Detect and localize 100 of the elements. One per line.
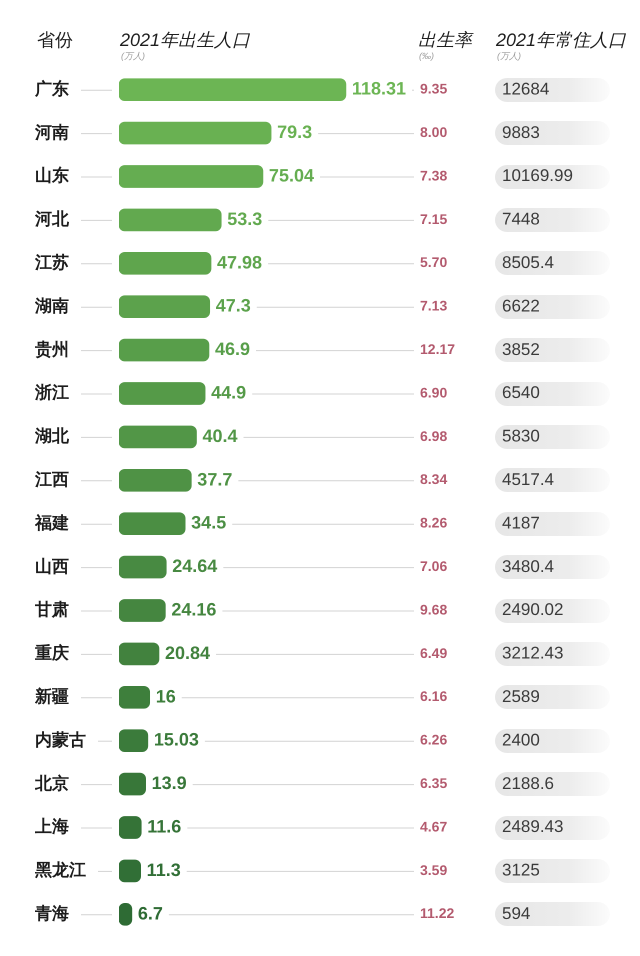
y-tick-label: 贵州 (34, 340, 69, 359)
text: (万人) (497, 51, 521, 62)
data-label: 2589 (502, 686, 540, 706)
data-label: 9.35 (420, 80, 448, 97)
data-label: 2400 (502, 730, 540, 750)
data-label: 3852 (502, 340, 540, 359)
bar (119, 208, 222, 232)
data-label: 37.7 (197, 469, 232, 490)
data-label: 11.22 (420, 905, 454, 922)
data-label: 24.16 (171, 599, 216, 620)
data-label: 6540 (502, 383, 540, 402)
data-label: 44.9 (211, 382, 246, 402)
bar (119, 599, 166, 622)
data-label: 4187 (502, 513, 540, 532)
data-label: 7.06 (420, 558, 448, 574)
data-label: 5.70 (420, 254, 448, 270)
bar (119, 426, 197, 448)
bar (119, 252, 212, 275)
bar (119, 860, 142, 882)
data-label: 79.3 (277, 122, 312, 142)
data-label: 12.17 (420, 340, 456, 357)
data-label: 3.59 (420, 862, 448, 878)
data-label: 6622 (502, 296, 540, 316)
data-label: 2489.43 (502, 817, 564, 836)
y-tick-label: 黑龙江 (34, 860, 86, 880)
data-label: 7.15 (420, 210, 448, 227)
y-tick-label: 青海 (34, 904, 69, 923)
data-label: 118.31 (352, 78, 406, 99)
data-label: 75.04 (268, 165, 314, 186)
data-label: 10169.99 (502, 166, 573, 186)
data-label: 8.26 (420, 514, 448, 531)
bar (119, 468, 192, 492)
y-tick-label: 河北 (34, 210, 70, 229)
y-tick-label: 湖南 (34, 296, 69, 316)
chart-subtitle: (万人) (121, 51, 145, 62)
data-label: 47.98 (217, 252, 262, 272)
y-tick-label: 河南 (34, 122, 69, 142)
data-label: 7.38 (420, 167, 448, 184)
y-tick-label: 新疆 (34, 686, 69, 706)
data-label: 6.49 (420, 644, 448, 661)
bar (119, 295, 210, 318)
bar (119, 729, 148, 752)
data-label: 4517.4 (502, 470, 554, 489)
data-label: 6.98 (420, 428, 448, 444)
data-label: 3212.43 (502, 644, 564, 663)
data-label: 3480.4 (502, 556, 554, 576)
data-label: 24.64 (172, 556, 218, 576)
y-tick-label: 重庆 (34, 644, 69, 663)
data-label: 8.34 (420, 471, 448, 488)
data-label: 46.9 (214, 339, 250, 360)
text: 出生率 (418, 29, 472, 51)
bar (119, 772, 146, 796)
data-label: 2188.6 (502, 774, 554, 793)
data-label: 7448 (502, 210, 540, 229)
data-label: 20.84 (164, 642, 210, 663)
y-tick-label: 江苏 (34, 252, 69, 272)
y-tick-label: 北京 (34, 774, 69, 793)
data-label: 11.6 (147, 816, 182, 836)
bar (119, 686, 150, 709)
y-axis-title: 省份 (37, 29, 73, 51)
text: (‰) (419, 51, 434, 62)
bar (119, 642, 160, 666)
data-label: 15.03 (154, 730, 199, 750)
y-tick-label: 山东 (35, 166, 69, 186)
y-tick-label: 江西 (34, 470, 69, 489)
data-label: 8.00 (420, 124, 448, 140)
data-label: 34.5 (191, 512, 226, 533)
data-label: 47.3 (216, 296, 251, 316)
data-label: 13.9 (152, 773, 187, 794)
data-label: 2490.02 (502, 600, 564, 620)
bar (119, 78, 346, 102)
data-label: 8505.4 (502, 252, 554, 272)
y-tick-label: 湖北 (34, 426, 70, 446)
bar (119, 165, 264, 188)
data-label: 53.3 (227, 208, 262, 229)
bar (119, 382, 206, 405)
data-label: 5830 (502, 426, 540, 446)
data-label: 11.3 (146, 860, 181, 880)
chart-title: 2021年出生人口 (120, 29, 250, 51)
data-label: 12684 (502, 79, 550, 98)
bar (119, 122, 272, 144)
y-tick-label: 浙江 (34, 383, 69, 402)
data-label: 40.4 (202, 426, 238, 446)
data-label: 6.90 (420, 384, 448, 400)
data-label: 3125 (502, 860, 540, 880)
data-label: 6.26 (420, 732, 448, 748)
text: 2021年常住人口 (496, 29, 626, 51)
y-tick-label: 山西 (35, 556, 69, 576)
data-label: 6.16 (420, 688, 448, 704)
y-tick-label: 上海 (34, 817, 69, 836)
y-tick-label: 甘肃 (34, 600, 69, 620)
bar (119, 512, 186, 536)
data-label: 4.67 (420, 818, 448, 834)
data-label: 16 (156, 686, 176, 706)
y-tick-label: 内蒙古 (35, 730, 86, 750)
data-label: 9883 (502, 122, 540, 142)
bar (119, 338, 210, 362)
data-label: 594 (502, 904, 530, 923)
data-label: 9.68 (420, 601, 448, 618)
data-label: 6.7 (138, 903, 163, 924)
